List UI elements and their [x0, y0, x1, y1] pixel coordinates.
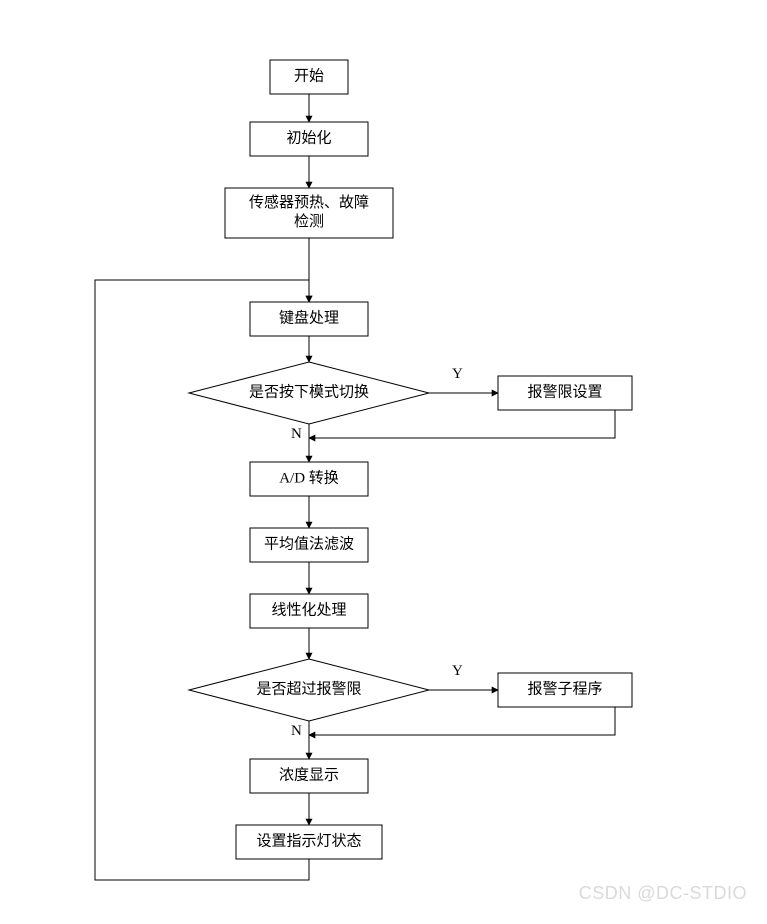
edge-label: N [291, 426, 302, 442]
svg-text:报警限设置: 报警限设置 [527, 383, 602, 400]
flowchart-canvas: 开始初始化传感器预热、故障检测键盘处理是否按下模式切换 报警限设置 A/D 转换平均… [0, 0, 767, 924]
svg-text:是否按下模式切换: 是否按下模式切换 [249, 383, 369, 400]
svg-text:初始化: 初始化 [286, 129, 331, 146]
node-alarm_dec: 是否超过报警限 [189, 659, 429, 721]
edge-label: N [291, 723, 302, 739]
node-keyboard: 键盘处理 [250, 302, 368, 336]
node-start: 开始 [270, 60, 348, 94]
svg-text:传感器预热、故障: 传感器预热、故障 [249, 193, 369, 211]
node-mode_dec: 是否按下模式切换 [189, 362, 429, 424]
node-init: 初始化 [250, 122, 368, 156]
svg-text:设置指示灯状态: 设置指示灯状态 [256, 832, 361, 849]
svg-text:报警子程序: 报警子程序 [527, 680, 602, 697]
svg-text:线性化处理: 线性化处理 [271, 601, 346, 618]
node-ad: A/D 转换 [250, 462, 368, 496]
svg-text:键盘处理: 键盘处理 [279, 308, 339, 326]
svg-text:浓度显示: 浓度显示 [279, 766, 339, 783]
node-preheat: 传感器预热、故障检测 [225, 188, 393, 238]
node-alarm_set: 报警限设置 [498, 376, 632, 410]
branch-edge [309, 410, 615, 438]
branch-edge [309, 707, 615, 735]
svg-text:检测: 检测 [294, 213, 324, 230]
svg-text:A/D 转换: A/D 转换 [279, 469, 339, 486]
edge-label: Y [452, 663, 463, 679]
svg-text:平均值法滤波: 平均值法滤波 [264, 535, 354, 552]
node-linear: 线性化处理 [250, 594, 368, 628]
node-led: 设置指示灯状态 [236, 825, 382, 859]
svg-text:开始: 开始 [294, 67, 324, 84]
node-filter: 平均值法滤波 [250, 528, 368, 562]
edge-label: Y [452, 366, 463, 382]
node-alarm_sub: 报警子程序 [498, 673, 632, 707]
svg-text:是否超过报警限: 是否超过报警限 [256, 680, 361, 697]
watermark: CSDN @DC-STDIO [579, 883, 747, 904]
node-display: 浓度显示 [250, 759, 368, 793]
